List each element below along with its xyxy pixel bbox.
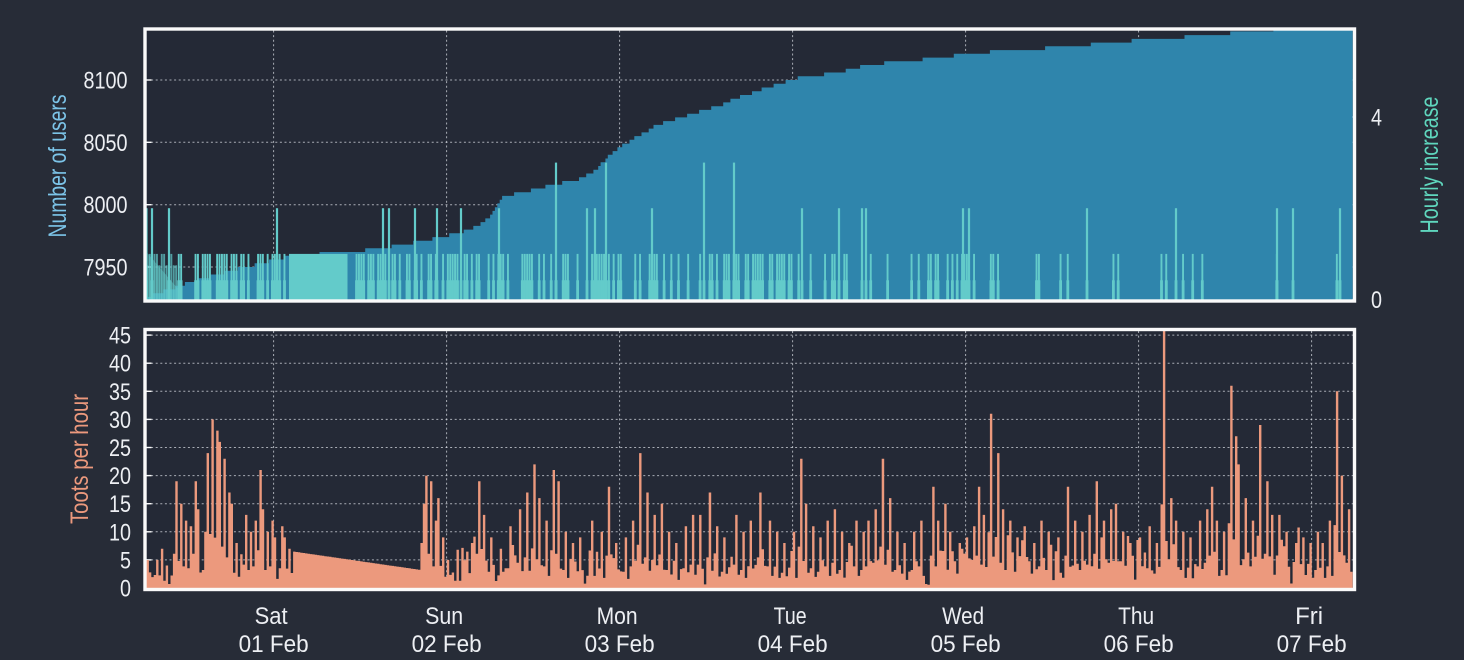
- svg-text:07 Feb: 07 Feb: [1277, 631, 1347, 658]
- svg-text:7950: 7950: [84, 255, 128, 282]
- svg-text:Fri: Fri: [1295, 603, 1323, 630]
- svg-text:06 Feb: 06 Feb: [1104, 631, 1174, 658]
- svg-text:30: 30: [109, 407, 131, 434]
- svg-text:0: 0: [1371, 287, 1382, 314]
- svg-text:Sat: Sat: [255, 603, 288, 630]
- svg-text:Tue: Tue: [774, 603, 807, 630]
- svg-text:8100: 8100: [84, 67, 128, 94]
- svg-text:Sun: Sun: [425, 603, 463, 630]
- svg-text:Number of users: Number of users: [44, 95, 72, 238]
- svg-text:01 Feb: 01 Feb: [239, 631, 309, 658]
- svg-text:5: 5: [120, 547, 131, 574]
- svg-text:02 Feb: 02 Feb: [412, 631, 482, 658]
- svg-text:25: 25: [109, 435, 131, 462]
- svg-text:4: 4: [1371, 104, 1382, 131]
- svg-text:40: 40: [109, 351, 131, 378]
- svg-text:0: 0: [120, 576, 131, 603]
- svg-text:45: 45: [109, 323, 131, 350]
- svg-text:10: 10: [109, 519, 131, 546]
- svg-text:05 Feb: 05 Feb: [931, 631, 1001, 658]
- svg-text:8050: 8050: [84, 130, 128, 157]
- svg-text:15: 15: [109, 491, 131, 518]
- svg-text:Toots per hour: Toots per hour: [66, 394, 94, 524]
- svg-text:04 Feb: 04 Feb: [758, 631, 828, 658]
- svg-text:Wed: Wed: [942, 603, 984, 630]
- svg-text:35: 35: [109, 379, 131, 406]
- svg-text:Thu: Thu: [1118, 603, 1154, 630]
- svg-text:03 Feb: 03 Feb: [585, 631, 655, 658]
- svg-text:Mon: Mon: [597, 603, 638, 630]
- svg-text:Hourly increase: Hourly increase: [1416, 97, 1444, 234]
- svg-text:8000: 8000: [84, 192, 128, 219]
- svg-text:20: 20: [109, 463, 131, 490]
